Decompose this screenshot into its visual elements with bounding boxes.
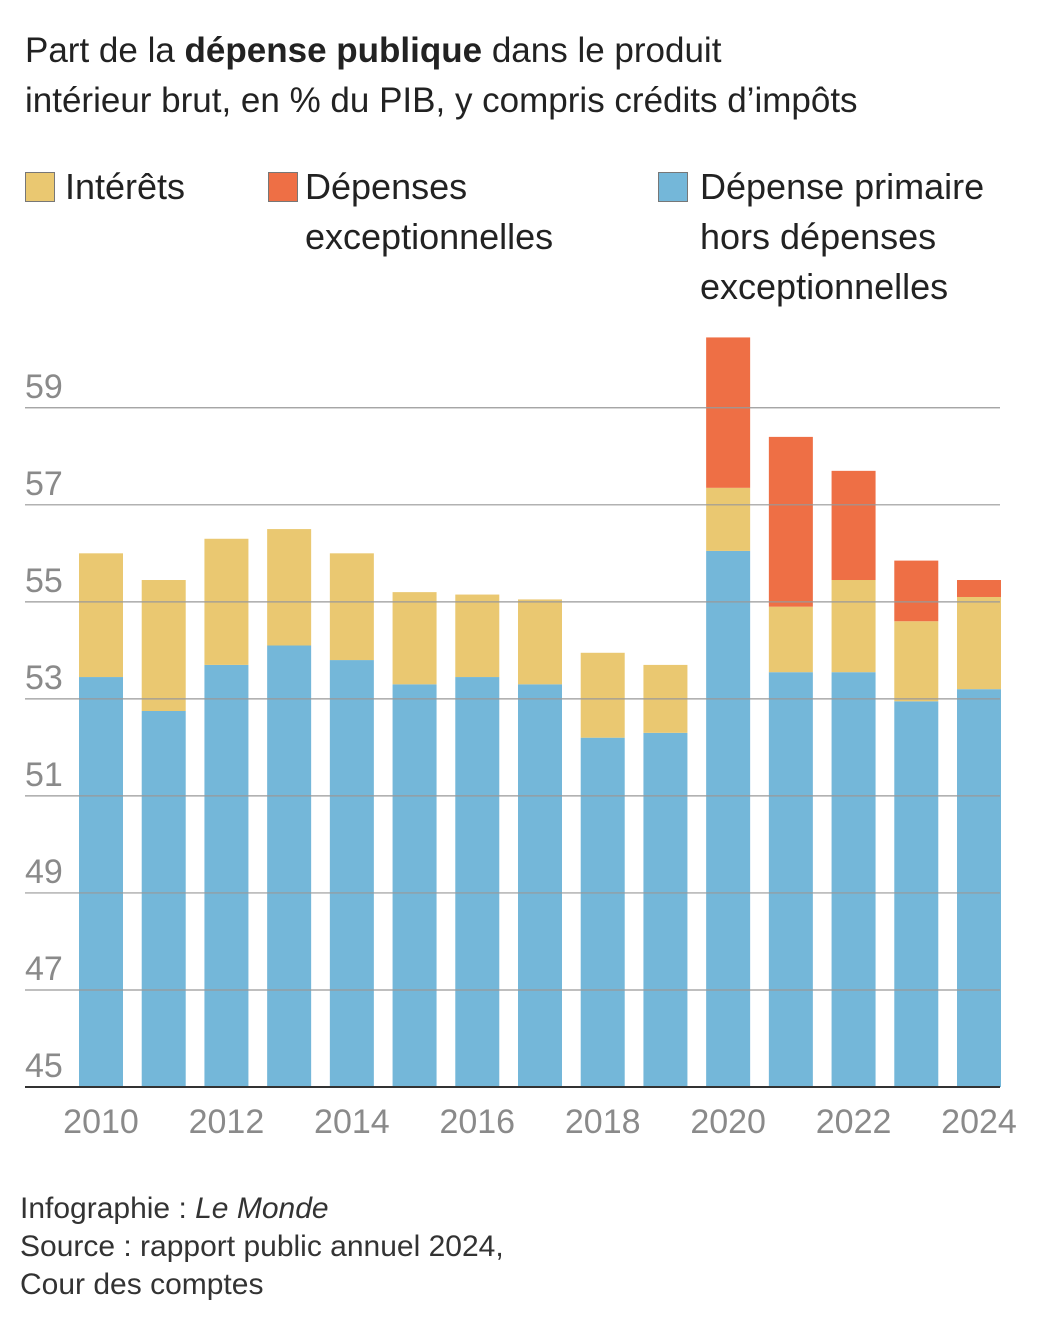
credit-text: Infographie : — [20, 1192, 196, 1225]
y-tick-label: 45 — [25, 1047, 63, 1085]
bar-segment — [455, 677, 500, 1087]
legend-swatch — [268, 172, 298, 202]
y-tick-label: 51 — [25, 756, 63, 794]
bar-segment — [894, 701, 939, 1087]
bar-segment — [831, 580, 876, 673]
title-part: Part de la — [25, 31, 185, 70]
bar-segment — [894, 560, 939, 622]
x-tick-label: 2022 — [816, 1103, 892, 1141]
y-tick-label: 49 — [25, 853, 63, 891]
bar-segment — [329, 553, 374, 661]
bar-segment — [141, 711, 186, 1087]
bar-segment — [831, 672, 876, 1087]
bar-segment — [455, 594, 500, 678]
y-tick-label: 53 — [25, 659, 63, 697]
legend-label: Intérêts — [65, 166, 186, 207]
bar-segment — [706, 487, 751, 551]
x-tick-label: 2010 — [63, 1103, 139, 1141]
y-tick-label: 55 — [25, 562, 63, 600]
title-part: dépense publique — [184, 31, 483, 70]
bar-segment — [643, 732, 688, 1087]
bar-segment — [580, 652, 625, 738]
bar-segment — [957, 689, 1001, 1087]
x-tick-label: 2012 — [189, 1103, 265, 1141]
bar-segment — [768, 672, 813, 1087]
footer: Infographie : Le Monde Source : rapport … — [20, 1190, 504, 1304]
bar-segment — [706, 337, 751, 488]
bar-segment — [518, 684, 562, 1087]
bar-segment — [580, 737, 625, 1087]
chart: 2010 2012 2014 2016 2018 2020 2022 2024 45 47 49 51… — [25, 337, 1017, 1141]
y-tick-label: 59 — [25, 368, 63, 406]
source: Cour des comptes — [20, 1268, 264, 1301]
x-tick-label: 2016 — [439, 1103, 515, 1141]
x-tick-label: 2018 — [565, 1103, 641, 1141]
bar-segment — [267, 529, 312, 646]
bar-segment — [957, 596, 1001, 690]
credit-outlet: Le Monde — [195, 1192, 329, 1225]
bar-segment — [392, 592, 437, 685]
bar-segment — [957, 580, 1001, 597]
y-tick-label: 47 — [25, 950, 63, 988]
bar-segment — [706, 550, 751, 1087]
bar-segment — [204, 664, 249, 1087]
bar-segment — [392, 684, 437, 1087]
y-tick-label: 57 — [25, 465, 63, 503]
bar-segment — [831, 470, 876, 581]
legend-swatch — [658, 172, 688, 202]
bar-segment — [768, 436, 813, 607]
x-tick-label: 2020 — [690, 1103, 766, 1141]
legend-label: Dépense primaire hors dépenses exception… — [700, 166, 985, 307]
bar-segment — [79, 553, 123, 678]
bar-segment — [267, 645, 312, 1087]
bar-segment — [768, 606, 813, 673]
bar-segment — [894, 621, 939, 702]
legend-label: Dépenses exceptionnelles — [305, 166, 554, 257]
bar-segment — [329, 660, 374, 1087]
x-tick-label: 2024 — [941, 1103, 1017, 1141]
title-part: intérieur brut, en % du PIB, y compris c… — [25, 81, 858, 120]
bar-segment — [141, 580, 186, 711]
credit: Infographie : Le Monde — [20, 1190, 504, 1228]
source: Source : rapport public annuel 2024, — [20, 1230, 504, 1263]
x-tick-label: 2014 — [314, 1103, 390, 1141]
title-part: dans le produit — [482, 31, 722, 70]
bar-segment — [79, 677, 123, 1087]
legend-swatch — [25, 172, 55, 202]
bar-segment — [518, 599, 562, 685]
chart-title: Part de la dépense publique dans le prod… — [25, 26, 1035, 126]
